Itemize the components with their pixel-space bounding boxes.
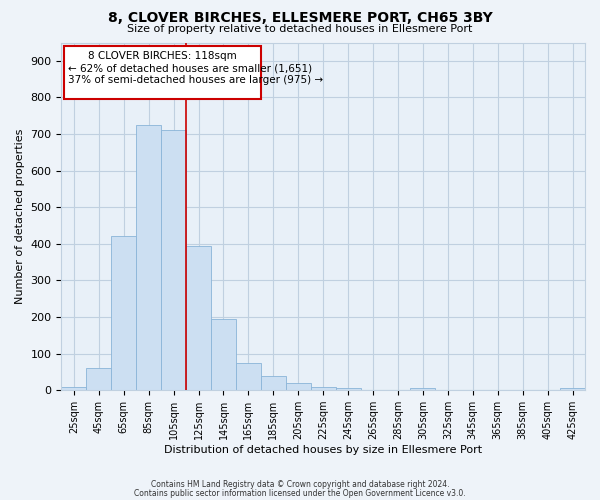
FancyBboxPatch shape: [64, 46, 261, 99]
Text: 8, CLOVER BIRCHES, ELLESMERE PORT, CH65 3BY: 8, CLOVER BIRCHES, ELLESMERE PORT, CH65 …: [107, 11, 493, 25]
Text: ← 62% of detached houses are smaller (1,651): ← 62% of detached houses are smaller (1,…: [68, 64, 312, 74]
Text: 8 CLOVER BIRCHES: 118sqm: 8 CLOVER BIRCHES: 118sqm: [88, 50, 237, 60]
Text: Contains public sector information licensed under the Open Government Licence v3: Contains public sector information licen…: [134, 488, 466, 498]
Text: 37% of semi-detached houses are larger (975) →: 37% of semi-detached houses are larger (…: [68, 74, 323, 85]
Y-axis label: Number of detached properties: Number of detached properties: [15, 128, 25, 304]
Bar: [410, 388, 436, 390]
Bar: [136, 125, 161, 390]
Bar: [286, 383, 311, 390]
Bar: [560, 388, 585, 390]
X-axis label: Distribution of detached houses by size in Ellesmere Port: Distribution of detached houses by size …: [164, 445, 482, 455]
Bar: [335, 388, 361, 390]
Bar: [211, 319, 236, 390]
Bar: [236, 363, 261, 390]
Text: Contains HM Land Registry data © Crown copyright and database right 2024.: Contains HM Land Registry data © Crown c…: [151, 480, 449, 489]
Bar: [161, 130, 186, 390]
Bar: [186, 246, 211, 390]
Text: Size of property relative to detached houses in Ellesmere Port: Size of property relative to detached ho…: [127, 24, 473, 34]
Bar: [311, 386, 335, 390]
Bar: [111, 236, 136, 390]
Bar: [86, 368, 111, 390]
Bar: [261, 376, 286, 390]
Bar: [61, 386, 86, 390]
